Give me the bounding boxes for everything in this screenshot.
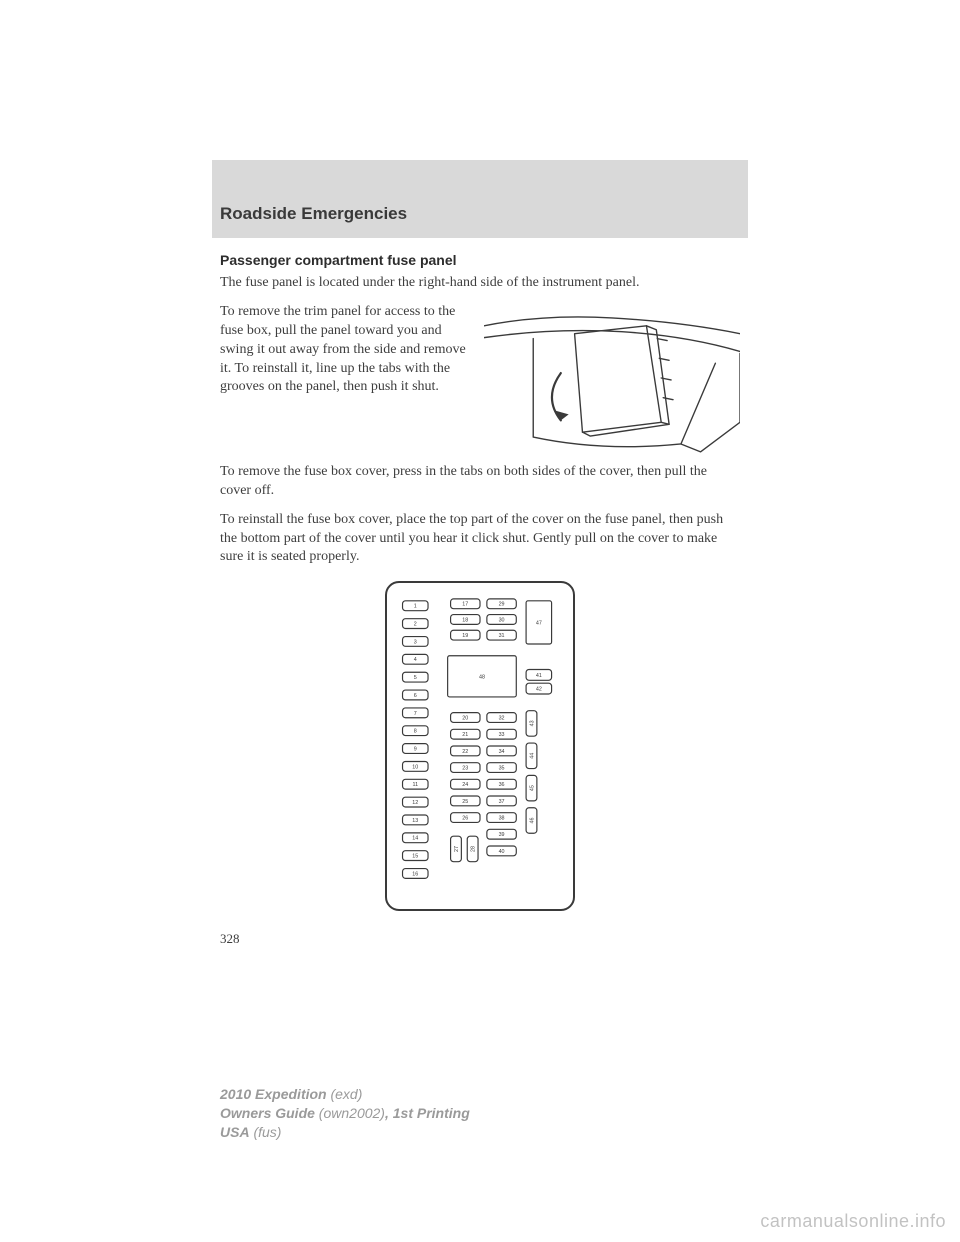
svg-text:3: 3 xyxy=(414,640,417,646)
svg-text:22: 22 xyxy=(462,749,468,755)
subheading: Passenger compartment fuse panel xyxy=(220,252,740,268)
svg-text:13: 13 xyxy=(412,818,418,824)
footer-code3: (fus) xyxy=(250,1124,282,1140)
svg-text:33: 33 xyxy=(499,733,505,739)
section-title: Roadside Emergencies xyxy=(212,204,407,230)
svg-text:30: 30 xyxy=(499,618,505,624)
svg-text:17: 17 xyxy=(462,602,468,608)
paragraph-3: To remove the fuse box cover, press in t… xyxy=(220,463,740,501)
footer-code2: (own2002) xyxy=(315,1105,385,1121)
watermark: carmanualsonline.info xyxy=(760,1211,946,1232)
svg-text:35: 35 xyxy=(499,766,505,772)
footer-line-3: USA (fus) xyxy=(220,1123,470,1142)
footer: 2010 Expedition (exd) Owners Guide (own2… xyxy=(220,1085,470,1142)
footer-model: 2010 Expedition xyxy=(220,1086,327,1102)
svg-text:32: 32 xyxy=(499,716,505,722)
svg-text:7: 7 xyxy=(414,711,417,717)
fuse-box-diagram: 1234567891011121314151617181929303148474… xyxy=(385,581,575,911)
header-band: Roadside Emergencies xyxy=(212,160,748,238)
svg-text:2: 2 xyxy=(414,622,417,628)
svg-text:40: 40 xyxy=(499,849,505,855)
svg-text:24: 24 xyxy=(462,783,468,789)
svg-text:20: 20 xyxy=(462,716,468,722)
svg-text:10: 10 xyxy=(412,765,418,771)
svg-text:28: 28 xyxy=(471,846,477,852)
svg-text:18: 18 xyxy=(462,618,468,624)
svg-text:16: 16 xyxy=(412,872,418,878)
svg-text:48: 48 xyxy=(479,675,485,681)
svg-text:47: 47 xyxy=(536,621,542,627)
svg-text:5: 5 xyxy=(414,675,417,681)
svg-text:25: 25 xyxy=(462,799,468,805)
svg-text:44: 44 xyxy=(529,753,535,759)
svg-text:29: 29 xyxy=(499,602,505,608)
svg-text:43: 43 xyxy=(529,721,535,727)
svg-text:9: 9 xyxy=(414,747,417,753)
page-container: Roadside Emergencies Passenger compartme… xyxy=(0,0,960,947)
svg-text:39: 39 xyxy=(499,833,505,839)
svg-text:36: 36 xyxy=(499,783,505,789)
text-image-row: To remove the trim panel for access to t… xyxy=(220,303,740,453)
svg-text:1: 1 xyxy=(414,604,417,610)
svg-text:37: 37 xyxy=(499,799,505,805)
fuse-frame: 1234567891011121314151617181929303148474… xyxy=(385,581,575,911)
paragraph-4: To reinstall the fuse box cover, place t… xyxy=(220,511,740,568)
svg-text:4: 4 xyxy=(414,658,417,664)
page-number: 328 xyxy=(220,931,740,947)
svg-text:6: 6 xyxy=(414,693,417,699)
svg-text:8: 8 xyxy=(414,729,417,735)
svg-text:11: 11 xyxy=(412,783,418,789)
footer-code1: (exd) xyxy=(327,1086,363,1102)
svg-text:23: 23 xyxy=(462,766,468,772)
trim-panel-illustration xyxy=(484,303,740,453)
svg-text:26: 26 xyxy=(462,816,468,822)
svg-text:38: 38 xyxy=(499,816,505,822)
svg-text:46: 46 xyxy=(529,818,535,824)
svg-text:21: 21 xyxy=(462,733,468,739)
paragraph-2: To remove the trim panel for access to t… xyxy=(220,303,472,443)
svg-text:31: 31 xyxy=(499,633,505,639)
svg-text:14: 14 xyxy=(412,836,418,842)
svg-text:19: 19 xyxy=(462,633,468,639)
footer-printing: , 1st Printing xyxy=(385,1105,470,1121)
footer-line-2: Owners Guide (own2002), 1st Printing xyxy=(220,1104,470,1123)
svg-text:15: 15 xyxy=(412,854,418,860)
svg-text:42: 42 xyxy=(536,687,542,693)
svg-text:27: 27 xyxy=(454,846,460,852)
footer-region: USA xyxy=(220,1124,250,1140)
svg-text:45: 45 xyxy=(529,785,535,791)
svg-text:41: 41 xyxy=(536,673,542,679)
svg-text:34: 34 xyxy=(499,749,505,755)
paragraph-1: The fuse panel is located under the righ… xyxy=(220,274,740,293)
footer-guide: Owners Guide xyxy=(220,1105,315,1121)
fuse-svg: 1234567891011121314151617181929303148474… xyxy=(395,593,565,897)
footer-line-1: 2010 Expedition (exd) xyxy=(220,1085,470,1104)
svg-text:12: 12 xyxy=(412,800,418,806)
